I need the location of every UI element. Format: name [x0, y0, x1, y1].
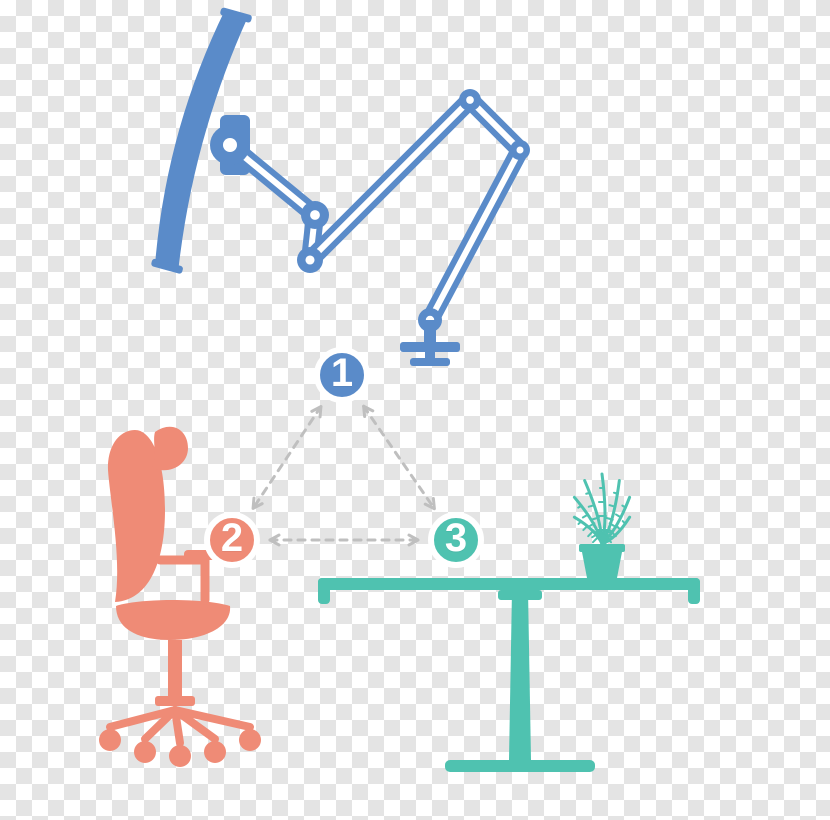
step-badge-2: 2	[204, 512, 260, 568]
monitor-arm-illustration	[151, 7, 530, 366]
step-number: 1	[331, 353, 353, 393]
chair-illustration	[99, 427, 261, 767]
diagram-stage	[0, 0, 830, 820]
step-number: 3	[445, 518, 467, 558]
step-number: 2	[221, 518, 243, 558]
connection-arrows	[253, 406, 434, 545]
desk-illustration	[318, 474, 700, 772]
step-badge-3: 3	[428, 512, 484, 568]
step-badge-1: 1	[314, 347, 370, 403]
